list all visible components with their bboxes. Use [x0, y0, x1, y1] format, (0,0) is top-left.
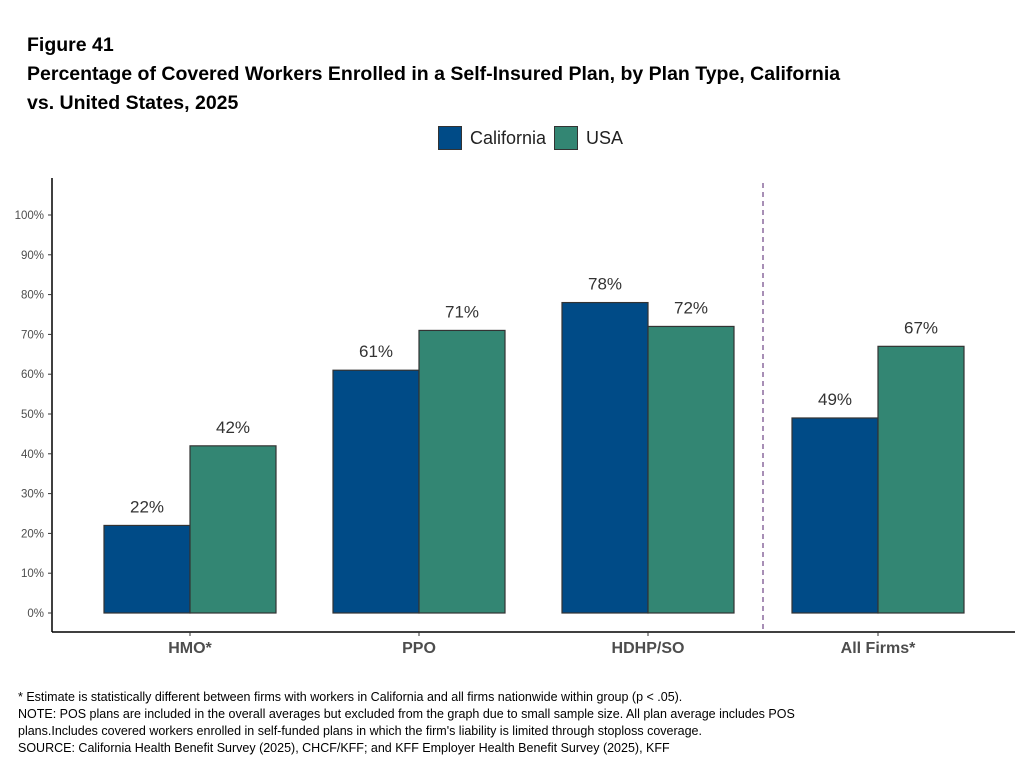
- y-tick-label: 90%: [21, 250, 44, 262]
- y-tick-label: 0%: [27, 608, 44, 620]
- y-tick-label: 80%: [21, 290, 44, 302]
- data-label: 67%: [904, 318, 938, 337]
- legend-label-usa: USA: [586, 127, 624, 148]
- y-tick-label: 100%: [15, 210, 44, 222]
- bar-california-1: [332, 369, 420, 614]
- bar-california-3: [791, 417, 879, 614]
- x-tick-label: HDHP/SO: [612, 640, 685, 657]
- data-label: 72%: [674, 298, 708, 317]
- y-tick-label: 20%: [21, 528, 44, 540]
- bar-usa-0: [189, 445, 277, 614]
- chart-title: Figure 41 Percentage of Covered Workers …: [27, 31, 840, 118]
- data-label: 61%: [359, 342, 393, 361]
- y-tick-label: 50%: [21, 409, 44, 421]
- bar-usa-1: [418, 329, 506, 614]
- bar-california-0: [103, 524, 191, 614]
- legend: California USA: [438, 126, 631, 150]
- bar-california-2: [561, 301, 649, 614]
- footnote-note-2: plans.Includes covered workers enrolled …: [18, 724, 702, 738]
- figure-label: Figure 41: [27, 34, 114, 56]
- x-tick-label: All Firms*: [841, 640, 916, 657]
- y-tick-label: 60%: [21, 369, 44, 381]
- footnote-note-1: NOTE: POS plans are included in the over…: [18, 707, 795, 721]
- bar-usa-3: [877, 345, 965, 614]
- y-tick-label: 30%: [21, 489, 44, 501]
- title-line-2: vs. United States, 2025: [27, 92, 239, 114]
- data-label: 71%: [445, 302, 479, 321]
- legend-swatch-usa: [554, 126, 579, 150]
- bar-chart: 0% 10% 20% 30% 40% 50% 60% 70% 80% 90% 100% 22% 42% H…: [15, 178, 1015, 657]
- legend-swatch-california: [438, 126, 462, 150]
- x-tick-label: HMO*: [168, 640, 212, 657]
- data-label: 22%: [130, 497, 164, 516]
- data-label: 78%: [588, 275, 622, 294]
- x-tick-label: PPO: [402, 640, 436, 657]
- footnotes: * Estimate is statistically different be…: [18, 689, 795, 757]
- bar-usa-2: [647, 325, 735, 614]
- y-tick-label: 40%: [21, 449, 44, 461]
- footnote-source: SOURCE: California Health Benefit Survey…: [18, 741, 670, 755]
- legend-label-california: California: [470, 127, 547, 148]
- y-tick-label: 70%: [21, 329, 44, 341]
- data-label: 49%: [818, 390, 852, 409]
- footnote-significance: * Estimate is statistically different be…: [18, 690, 683, 704]
- data-label: 42%: [216, 418, 250, 437]
- title-line-1: Percentage of Covered Workers Enrolled i…: [27, 63, 841, 85]
- y-tick-label: 10%: [21, 568, 44, 580]
